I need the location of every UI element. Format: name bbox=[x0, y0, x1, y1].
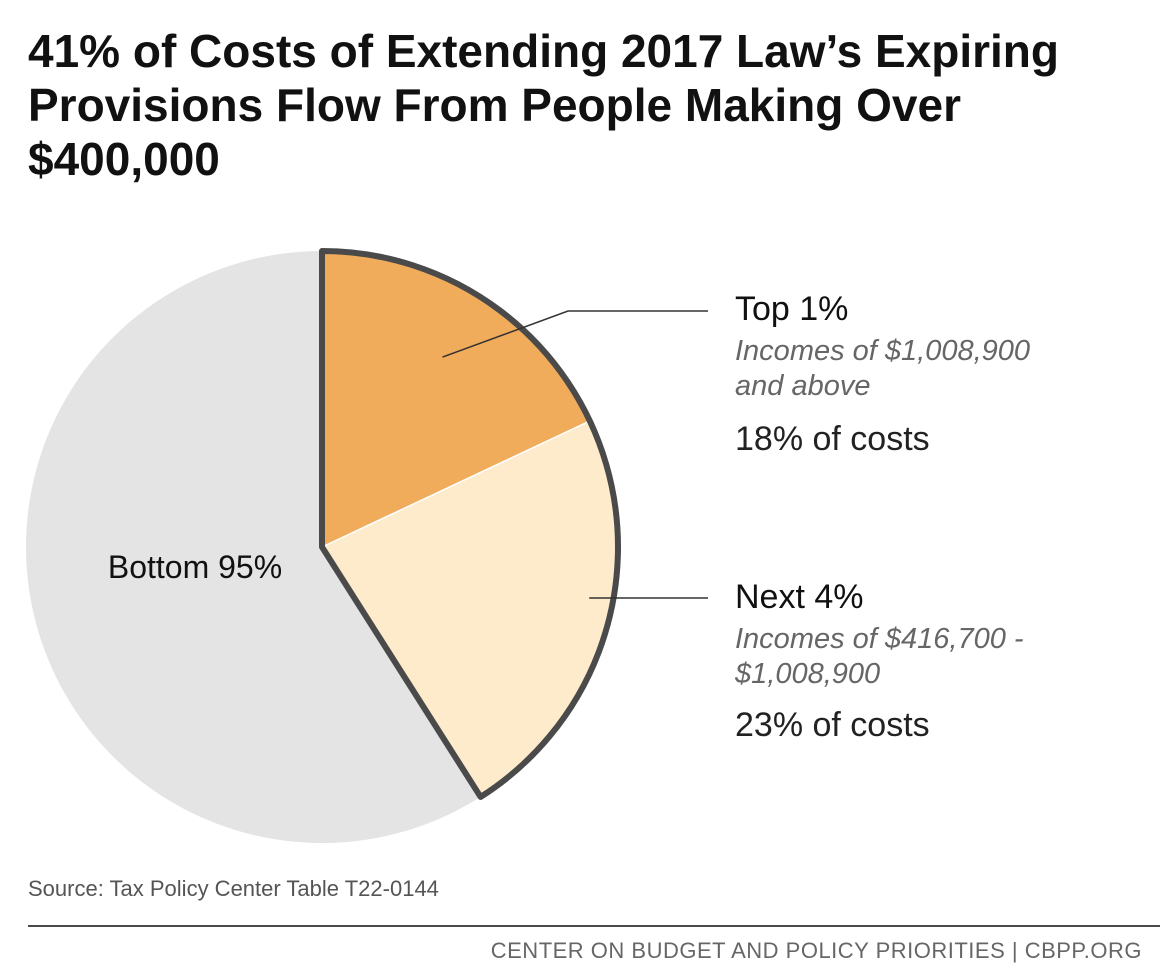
leader-line-top-1 bbox=[442, 310, 708, 358]
slice-label-bottom-95: Bottom 95% bbox=[108, 549, 282, 585]
legend-next4-share: 23% of costs bbox=[735, 706, 930, 744]
legend-next4-name: Next 4% bbox=[735, 578, 864, 616]
legend-top1-name: Top 1% bbox=[735, 290, 849, 328]
legend-next4-description: Incomes of $416,700 - $1,008,900 bbox=[735, 623, 1024, 690]
footer-credit: CENTER ON BUDGET AND POLICY PRIORITIES |… bbox=[490, 938, 1142, 963]
pie-slice-top-1 bbox=[322, 251, 590, 547]
highlight-outline bbox=[319, 248, 621, 800]
pie-slice-bottom-95 bbox=[26, 251, 481, 844]
legend-top1-share: 18% of costs bbox=[735, 420, 930, 458]
pie-slice-next-4 bbox=[322, 420, 618, 797]
chart-title: 41% of Costs of Extending 2017 Law’s Exp… bbox=[28, 25, 1059, 185]
legend-top1-description: Incomes of $1,008,900 and above bbox=[735, 335, 1031, 402]
source-note: Source: Tax Policy Center Table T22-0144 bbox=[28, 876, 439, 901]
slice-divider bbox=[321, 420, 591, 548]
footer-divider bbox=[28, 925, 1160, 927]
